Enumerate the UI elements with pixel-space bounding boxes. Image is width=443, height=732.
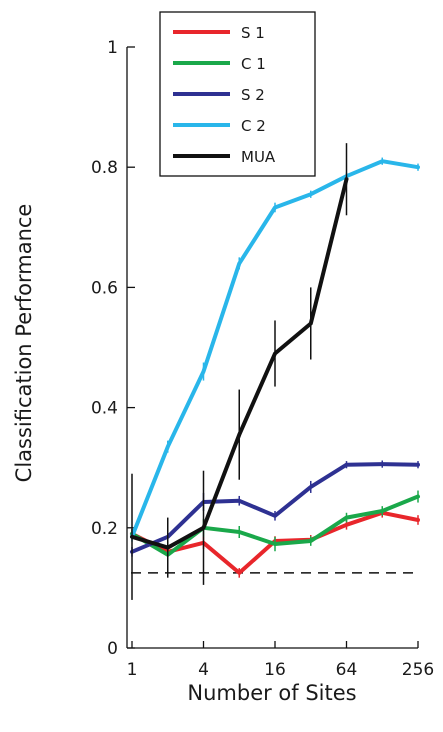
legend-label: S 1 — [241, 24, 265, 42]
x-tick-label: 1 — [127, 660, 138, 680]
x-ticks: 1 4 16 64 256 — [127, 641, 434, 680]
y-ticks: 0 0.2 0.4 0.6 0.8 1 — [91, 38, 135, 659]
y-tick-label: 1 — [107, 38, 118, 58]
legend-label: MUA — [241, 148, 276, 166]
legend-label: C 1 — [241, 55, 266, 73]
x-tick-label: 16 — [264, 660, 286, 680]
series-line-mua — [130, 177, 349, 550]
x-tick-label: 64 — [336, 660, 358, 680]
legend-label: S 2 — [241, 86, 265, 104]
y-axis-title: Classification Performance — [12, 204, 36, 483]
series-mua — [130, 143, 349, 600]
x-axis-title: Number of Sites — [187, 681, 356, 705]
series-c1 — [130, 490, 420, 561]
y-tick-label: 0.2 — [91, 519, 118, 539]
x-tick-label: 256 — [402, 660, 434, 680]
y-tick-label: 0.6 — [91, 278, 118, 298]
y-tick-label: 0 — [107, 639, 118, 659]
x-tick-label: 4 — [198, 660, 209, 680]
y-tick-label: 0.4 — [91, 399, 118, 419]
legend: S 1 C 1 S 2 C 2 MUA — [159, 11, 316, 177]
y-tick-label: 0.8 — [91, 158, 118, 178]
legend-label: C 2 — [241, 117, 266, 135]
series-layer — [130, 143, 420, 600]
